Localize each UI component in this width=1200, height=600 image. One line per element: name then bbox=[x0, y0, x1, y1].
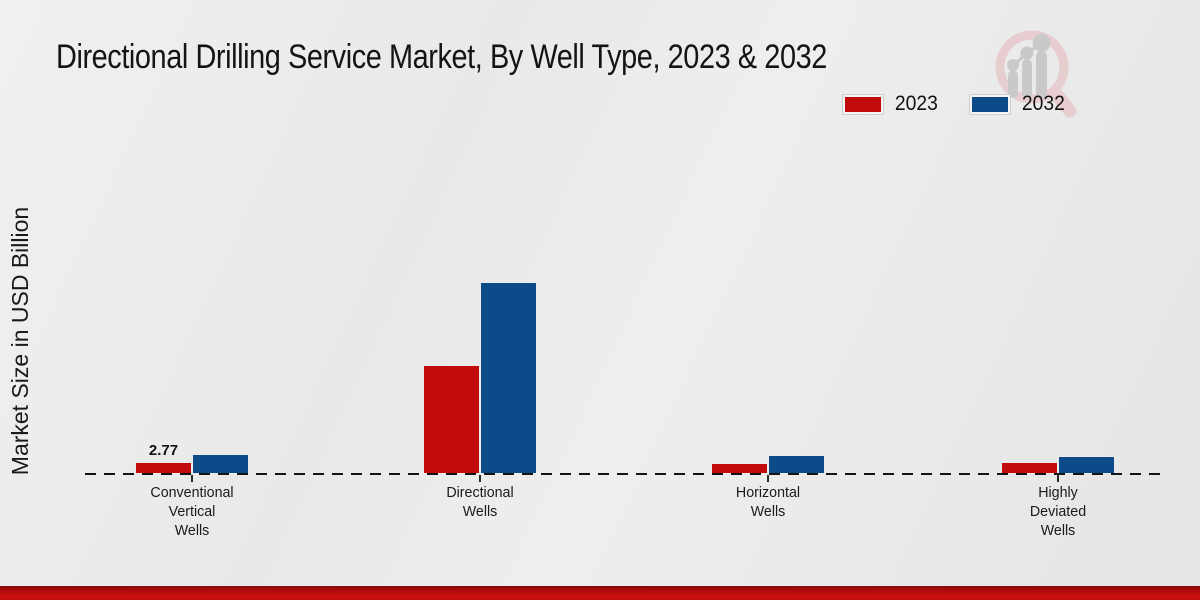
x-axis-dashed-baseline bbox=[85, 473, 1163, 475]
legend: 2023 2032 bbox=[842, 92, 1067, 116]
legend-item-2023: 2023 bbox=[842, 92, 940, 116]
x-axis-tick-3 bbox=[1057, 475, 1059, 482]
x-axis-tick-2 bbox=[767, 475, 769, 482]
category-label-2: Horizontal Wells bbox=[735, 484, 801, 520]
bar-2032-category-2 bbox=[768, 455, 825, 473]
bar-2023-category-2 bbox=[711, 463, 768, 473]
legend-swatch-2023 bbox=[842, 93, 884, 115]
category-label-1: Directional Wells bbox=[446, 484, 514, 520]
legend-swatch-2032 bbox=[968, 93, 1011, 115]
magnifier-growth-logo-icon bbox=[995, 30, 1077, 118]
bar-2023-category-0 bbox=[135, 462, 192, 473]
bar-2032-category-3 bbox=[1058, 456, 1115, 473]
bar-2032-category-0 bbox=[192, 454, 249, 473]
bar-2023-category-1 bbox=[423, 365, 480, 473]
category-label-0: Conventional Vertical Wells bbox=[150, 484, 234, 539]
legend-label-2032: 2032 bbox=[1021, 92, 1065, 115]
category-label-3: Highly Deviated Wells bbox=[1029, 484, 1087, 539]
legend-label-2023: 2023 bbox=[894, 92, 938, 115]
bar-2023-category-3 bbox=[1001, 462, 1058, 473]
bar-2032-category-1 bbox=[480, 282, 537, 473]
chart-title: Directional Drilling Service Market, By … bbox=[56, 38, 827, 76]
data-label-2023-conventional: 2.77 bbox=[148, 442, 179, 459]
x-axis-tick-1 bbox=[479, 475, 481, 482]
legend-item-2032: 2032 bbox=[968, 92, 1067, 116]
x-axis-tick-0 bbox=[191, 475, 193, 482]
bottom-banner-bar bbox=[0, 586, 1200, 600]
